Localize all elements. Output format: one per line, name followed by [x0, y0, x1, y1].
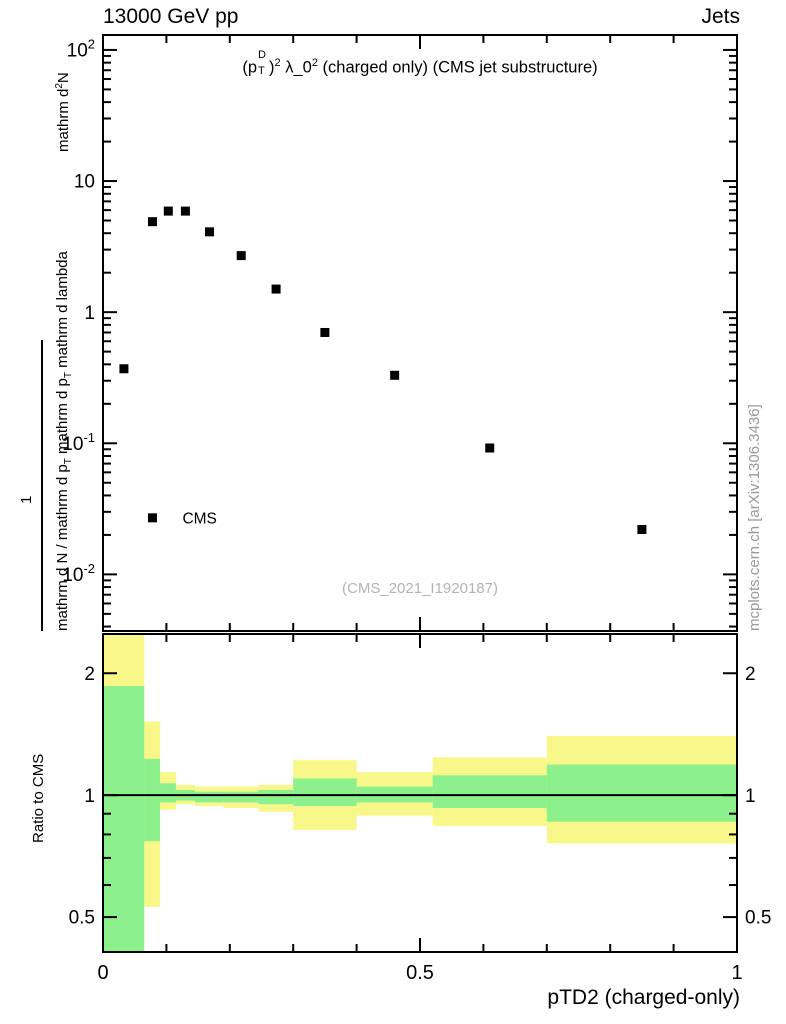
ylabel-numerator: mathrm d2N	[54, 72, 72, 152]
main-y-tick-label: 102	[67, 37, 95, 62]
title-sup-2b: 2	[311, 57, 318, 69]
data-point-marker	[637, 524, 647, 534]
ratio-y-tick-label-right: 1	[745, 786, 756, 807]
band-inner	[293, 778, 357, 807]
data-point-marker	[485, 443, 495, 453]
x-tick-label: 1	[731, 962, 742, 984]
x-tick-label: 0	[97, 962, 108, 984]
data-point-marker	[147, 217, 157, 227]
band-inner	[144, 758, 161, 842]
legend-label: CMS	[182, 510, 216, 527]
ratio-axis-label: Ratio to CMS	[30, 753, 47, 843]
band-inner	[546, 764, 737, 822]
main-y-tick-label: 10	[74, 172, 95, 193]
title-part-p: (p	[242, 58, 258, 77]
title-sup-2a: 2	[274, 57, 281, 69]
data-point-marker	[163, 206, 173, 216]
data-point-marker	[320, 327, 330, 337]
band-inner	[432, 775, 547, 808]
ratio-y-tick-label-left: 1	[84, 786, 95, 807]
data-point-marker	[205, 227, 215, 237]
ylabel-denominator: mathrm d N / mathrm d pT mathrm d pT mat…	[54, 251, 74, 631]
title-part-close: )	[269, 58, 275, 77]
main-y-tick-label: 10-2	[62, 561, 95, 586]
ratio-y-tick-label-left: 0.5	[69, 908, 95, 929]
main-y-tick-label: 1	[84, 303, 95, 324]
ratio-y-tick-label-left: 2	[84, 664, 95, 685]
axes-frames-and-ticks	[102, 34, 738, 953]
ylabel-fraction-one: 1	[18, 495, 35, 504]
axis-tick-labels: 10-2 10-1 1 10 102 0.5 0.5 1 1 2 2 0 0.5 1 CMS	[62, 37, 771, 984]
ratio-y-tick-label-right: 2	[745, 664, 756, 685]
main-y-tick-label: 10-1	[62, 430, 95, 455]
data-point-marker	[180, 206, 190, 216]
data-point-marker	[236, 251, 246, 261]
analysis-id-watermark: (CMS_2021_I1920187)	[342, 580, 498, 597]
x-axis-title: pTD2 (charged-only)	[547, 986, 740, 1009]
band-inner	[160, 783, 176, 803]
title-part-rest: (charged only) (CMS jet substructure)	[317, 58, 598, 77]
mcplots-credit: mcplots.cern.ch [arXiv:1306.3436]	[746, 404, 763, 631]
plot-title: (p D T)2 λ_02 (charged only) (CMS jet subs…	[242, 49, 598, 78]
band-inner	[223, 791, 259, 803]
data-point-marker	[390, 370, 400, 380]
panel-frame	[102, 34, 738, 632]
data-point-marker	[271, 284, 281, 294]
title-part-lambda: λ_0	[280, 58, 312, 77]
legend-marker	[147, 513, 157, 523]
band-inner	[258, 789, 294, 805]
ylabel-fraction-bar	[41, 340, 43, 631]
header-beam-energy: 13000 GeV pp	[103, 5, 239, 28]
data-point-marker	[119, 364, 129, 374]
ratio-uncertainty-bands	[103, 634, 737, 952]
header-analysis-type: Jets	[701, 5, 740, 28]
ratio-y-tick-label-right: 0.5	[745, 908, 771, 929]
band-inner	[103, 686, 145, 952]
band-inner	[194, 791, 224, 803]
x-tick-label: 0.5	[406, 962, 434, 984]
data-markers	[119, 206, 647, 534]
